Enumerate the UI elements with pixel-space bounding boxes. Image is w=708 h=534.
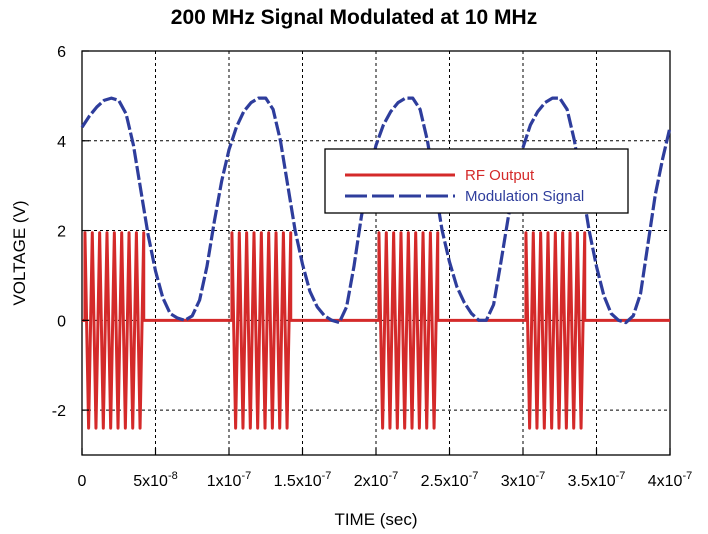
y-tick-label: 6 [57,44,66,61]
legend-box [324,148,629,214]
chart-title: 200 MHz Signal Modulated at 10 MHz [170,6,538,29]
x-tick-label: 2.5x10-7 [421,470,479,490]
y-tick-label: 2 [57,224,66,241]
x-tick-label: 3x10-7 [501,470,545,490]
y-axis-label: VOLTAGE (V) [10,200,29,305]
x-tick-label: 1.5x10-7 [274,470,332,490]
axis-ticks: 0 5x10-8 1x10-7 1.5x10-7 2x10-7 2.5x10-7 3x10-… [52,44,692,490]
x-tick-label: 2x10-7 [354,470,398,490]
legend-label-modulation-signal: Modulation Signal [465,188,584,205]
y-tick-label: -2 [52,403,66,420]
legend: RF Output Modulation Signal [324,148,629,214]
legend-label-rf-output: RF Output [465,167,535,184]
x-tick-label: 0 [78,473,87,490]
x-tick-label: 1x10-7 [207,470,251,490]
y-tick-label: 0 [57,313,66,330]
x-tick-label: 3.5x10-7 [568,470,626,490]
x-axis-label: TIME (sec) [334,510,417,529]
y-tick-label: 4 [57,134,66,151]
x-tick-label: 5x10-8 [133,470,177,490]
x-tick-label: 4x10-7 [648,470,692,490]
data-series [80,96,672,430]
grid-lines [82,51,670,455]
series-modulation-signal-line [80,96,672,325]
